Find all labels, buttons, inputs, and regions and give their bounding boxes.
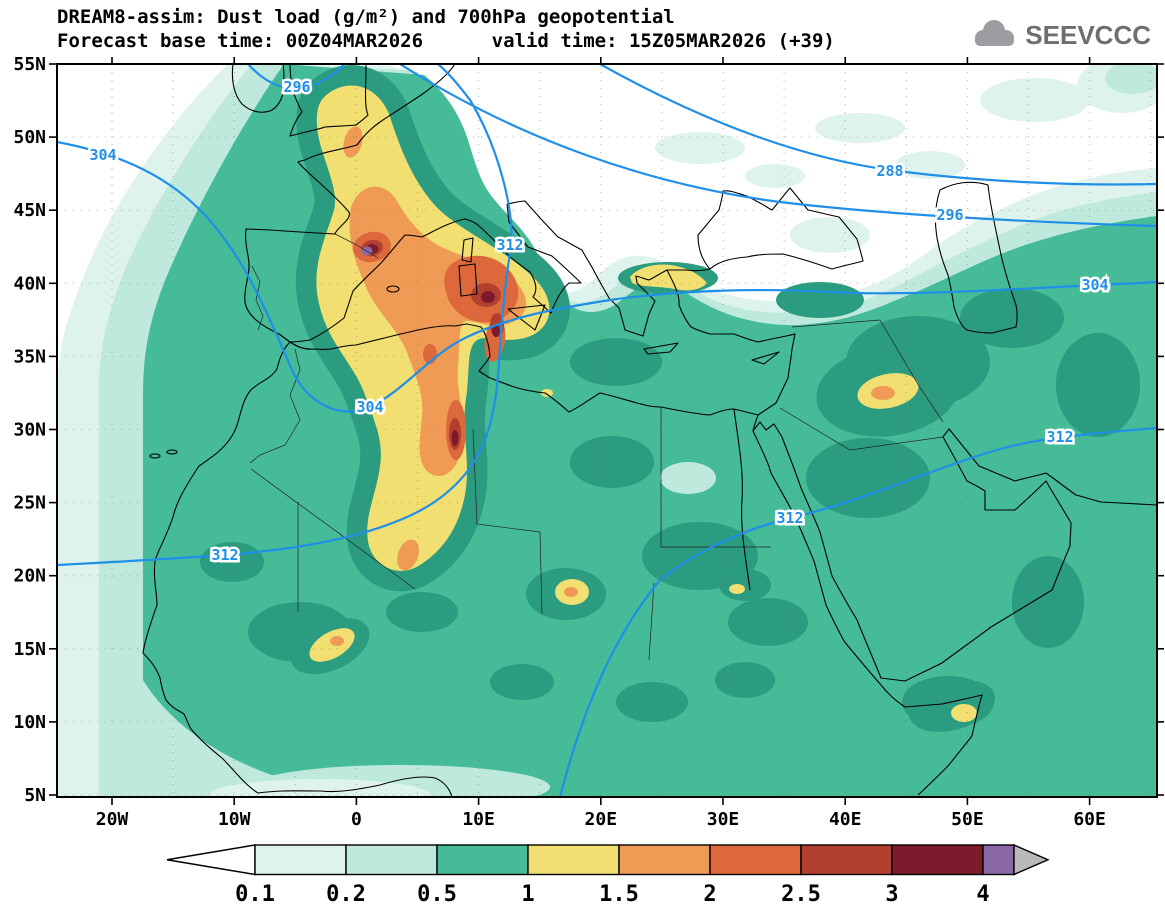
lat-label: 25N (13, 493, 46, 514)
coastline-arabia (781, 428, 1157, 682)
coastline-ireland (231, 64, 285, 113)
geopotential-label: 288 (876, 162, 903, 180)
island-sardinia (458, 263, 478, 297)
contour-312-west (57, 64, 513, 567)
geopotential-label: 312 (1046, 428, 1073, 446)
lon-label: 40E (829, 809, 862, 830)
river-nile (733, 408, 751, 591)
lon-label: 10W (218, 809, 251, 830)
colorbar-segment (709, 844, 802, 876)
coastline-atlantic-africa (142, 64, 456, 797)
lon-label: 0 (351, 809, 362, 830)
geopotential-label: 296 (936, 206, 963, 224)
island-corsica (461, 237, 474, 263)
lat-label: 45N (13, 200, 46, 221)
cloud-icon (975, 20, 1015, 46)
lat-label: 20N (13, 566, 46, 587)
lon-label: 20W (96, 809, 129, 830)
dust-field: 304 296 288 296 312 304 304 312 312 312 (57, 64, 1157, 797)
border-morocco-algeria (249, 348, 301, 464)
contour-288 (598, 64, 1157, 186)
lat-label: 30N (13, 420, 46, 441)
geopotential-label: 312 (776, 509, 803, 527)
colorbar-segment (345, 844, 438, 876)
lon-label: 60E (1073, 809, 1106, 830)
colorbar-label: 1 (521, 882, 534, 907)
border-pyrenees (334, 233, 379, 259)
lat-label: 55N (13, 54, 46, 75)
geopotential-label: 304 (356, 398, 383, 416)
coastline-adriatic-greece (506, 200, 711, 337)
colorbar-arrow-right (1013, 843, 1050, 876)
island-canary (149, 453, 161, 459)
lat-label: 10N (13, 712, 46, 733)
border-algeria-mali (250, 468, 416, 590)
island-sicily (507, 304, 546, 331)
geopotential-label: 304 (1081, 276, 1108, 294)
colorbar-segment (618, 844, 711, 876)
contour-296-west (246, 64, 346, 91)
border-niger-chad (539, 531, 543, 615)
contour-296-east (398, 64, 1157, 228)
colorbar: 0.1 0.2 0.5 1 1.5 2 2.5 3 4 (166, 843, 1050, 907)
coastline-turkey-levant (666, 269, 796, 416)
colorbar-label: 0.2 (326, 882, 366, 907)
country-borders (249, 233, 944, 661)
colorbar-label: 2.5 (781, 882, 821, 907)
lat-label: 50N (13, 127, 46, 148)
contour-312-east (558, 426, 1157, 797)
lat-label: 35N (13, 346, 46, 367)
island-crete (643, 342, 679, 355)
colorbar-segment (800, 844, 893, 876)
border-libya-egypt (660, 407, 771, 548)
lat-label: 40N (13, 273, 46, 294)
lon-label: 30E (707, 809, 740, 830)
map-frame (56, 63, 1158, 798)
lon-label: 20E (585, 809, 618, 830)
colorbar-label: 3 (885, 882, 898, 907)
geopotential-label: 312 (496, 236, 523, 254)
geopotential-label: 312 (211, 546, 238, 564)
lon-label: 10E (462, 809, 495, 830)
colorbar-label: 1.5 (599, 882, 639, 907)
page-title: DREAM8-assim: Dust load (g/m²) and 700hP… (57, 6, 675, 28)
border-iberia (251, 265, 264, 331)
lat-label: 5N (24, 785, 46, 806)
island-cyprus (751, 351, 780, 365)
geopotential-label: 304 (89, 146, 116, 164)
colorbar-segment (436, 844, 529, 876)
colorbar-label: 4 (976, 882, 989, 907)
seevccc-logo: SEEVCCC (969, 18, 1151, 52)
border-jordan-saudi (779, 407, 944, 451)
colorbar-arrow-left (166, 844, 256, 876)
contour-304 (57, 140, 1157, 413)
coastline-black-sea (697, 187, 864, 270)
forecast-times-subtitle: Forecast base time: 00Z04MAR2026 valid t… (57, 30, 835, 52)
geopotential-contour-labels: 304 296 288 296 312 304 304 312 312 312 (87, 76, 1111, 567)
axis-labels: 55N 50N 45N 40N 35N 30N 25N 20N 15N 10N 5N 20W 10W 0 1… (13, 54, 1105, 830)
geopotential-label: 296 (283, 78, 310, 96)
maroon-cores (365, 244, 500, 446)
colorbar-segment (982, 844, 1015, 876)
axis-ticks (49, 57, 1164, 805)
lon-label: 50E (951, 809, 984, 830)
lat-label: 15N (13, 639, 46, 660)
colorbar-label: 2 (703, 882, 716, 907)
geopotential-contours (57, 64, 1157, 797)
island-canary2 (166, 449, 178, 455)
logo-text: SEEVCCC (1025, 19, 1151, 50)
coastline-sinai (752, 421, 783, 438)
island-mallorca (386, 285, 400, 293)
colorbar-label: 0.1 (235, 882, 275, 907)
orange-cores (330, 126, 895, 646)
colorbar-segment (891, 844, 984, 876)
colorbar-segment (254, 844, 347, 876)
colorbar-segment (527, 844, 620, 876)
border-chad-sudan (648, 582, 655, 661)
border-turkey-iraq (791, 319, 944, 423)
coastline-caspian (934, 181, 1018, 334)
colorbar-label: 0.5 (417, 882, 457, 907)
